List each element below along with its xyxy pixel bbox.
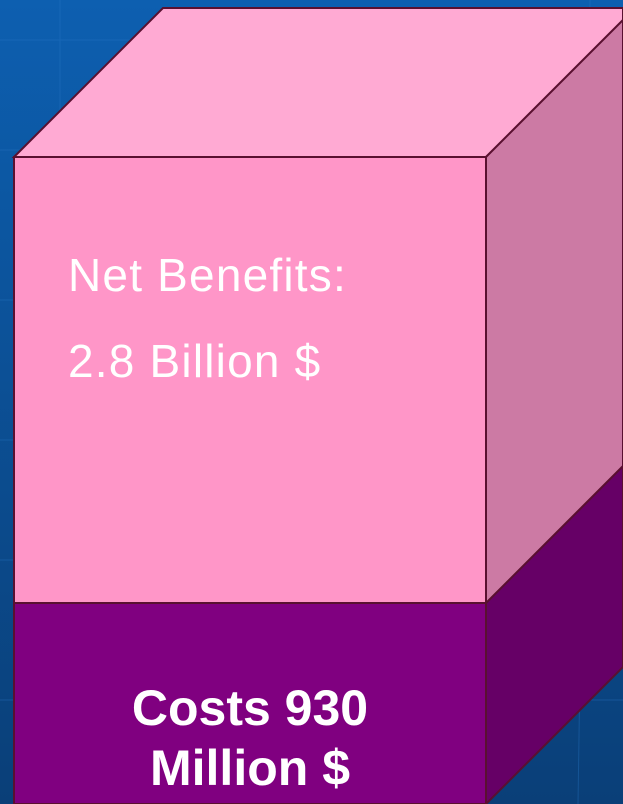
costs-label-line-1: Costs 930: [131, 680, 369, 736]
net-benefits-label: Net Benefits:: [68, 249, 347, 301]
net-benefits-value: 2.8 Billion $: [68, 335, 322, 387]
costs-label: Costs 930 Million $: [14, 678, 486, 798]
costs-label-line-2: Million $: [150, 740, 350, 796]
costs-front-face: [13, 602, 487, 804]
benefits-front-face: [13, 156, 487, 604]
